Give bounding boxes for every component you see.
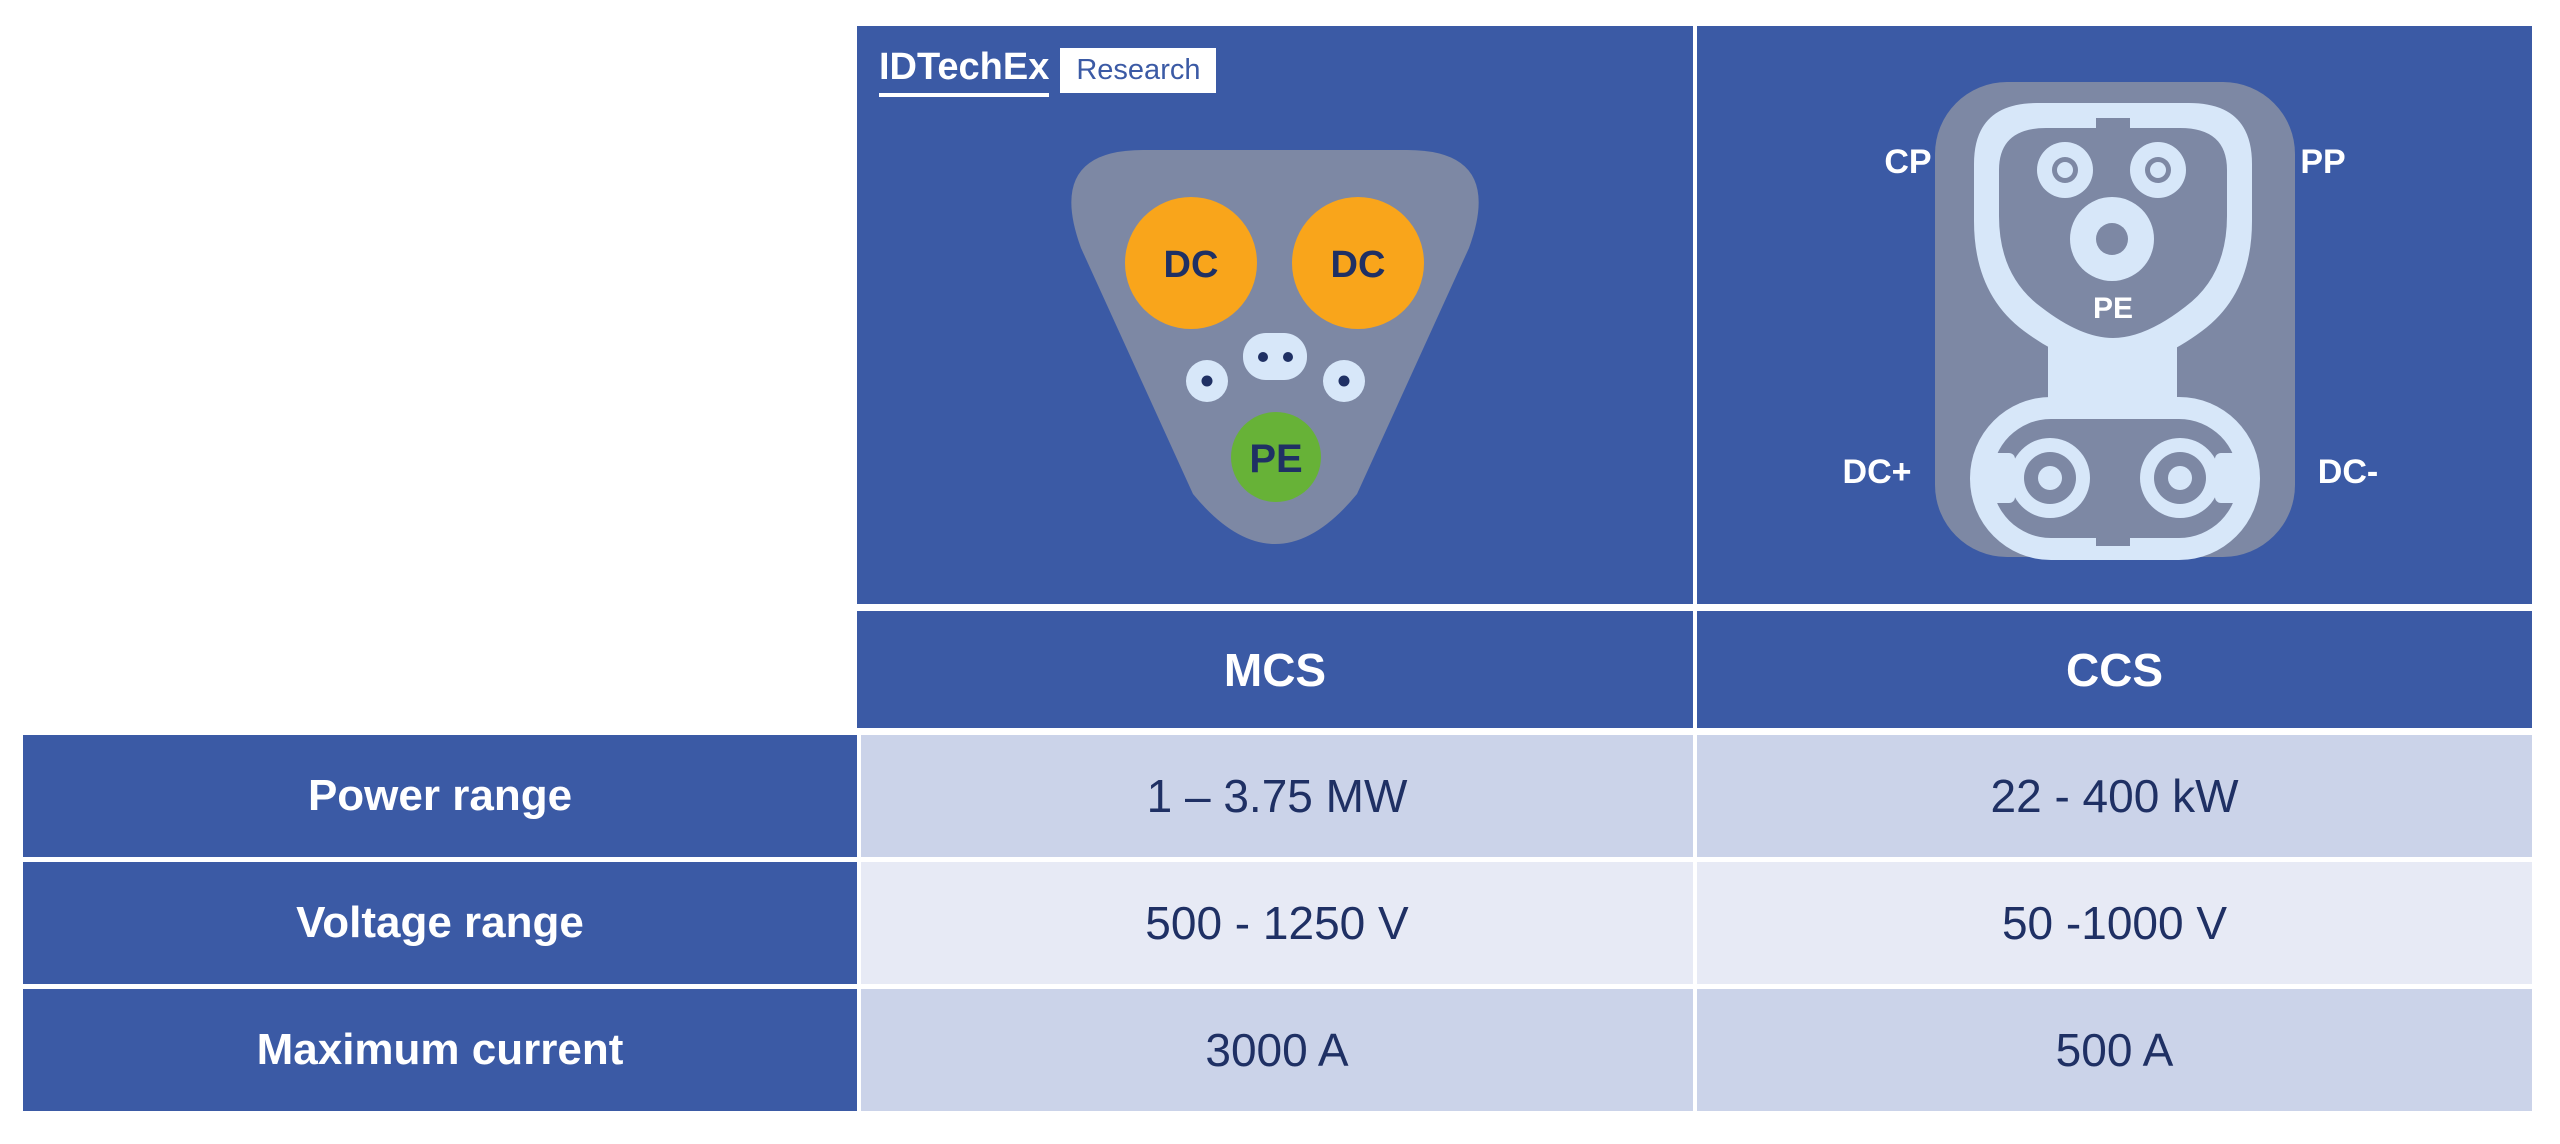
ccs-connector-diagram: PE CP PP DC+ DC- xyxy=(1843,82,2378,560)
ccs-pp-label: PP xyxy=(2300,143,2345,181)
ccs-dc-minus-label: DC- xyxy=(2318,453,2378,491)
mcs-pill-dot-right xyxy=(1283,352,1293,362)
voltage-range-ccs-value: 50 -1000 V xyxy=(1697,862,2532,984)
maximum-current-ccs-value: 500 A xyxy=(1697,989,2532,1111)
ccs-cp-label: CP xyxy=(1884,143,1931,181)
mcs-dc-left-pin xyxy=(1125,197,1257,329)
mcs-pill-dot-left xyxy=(1258,352,1268,362)
ccs-pe-label: PE xyxy=(2093,292,2133,325)
table-header-ccs: CCS xyxy=(1697,611,2532,728)
mcs-dc-right-label: DC xyxy=(1331,244,1386,286)
power-range-mcs-value: 1 – 3.75 MW xyxy=(861,735,1693,857)
maximum-current-mcs-value: 3000 A xyxy=(861,989,1693,1111)
mcs-side-pin-left-dot xyxy=(1201,375,1213,387)
row-label-power-range: Power range xyxy=(23,735,857,857)
mcs-pe-label: PE xyxy=(1249,437,1302,481)
ccs-dc-minus-core xyxy=(2168,466,2192,490)
mcs-dc-left-label: DC xyxy=(1164,244,1219,286)
power-range-ccs-value: 22 - 400 kW xyxy=(1697,735,2532,857)
idtechex-brand-text: IDTechEx xyxy=(879,48,1050,97)
row-label-maximum-current: Maximum current xyxy=(23,989,857,1111)
ccs-dc-socket-latch-right xyxy=(2215,453,2243,503)
table-header-mcs: MCS xyxy=(857,611,1693,728)
ccs-dc-socket-latch-left xyxy=(1987,453,2015,503)
ccs-pp-pin-core xyxy=(2150,162,2166,178)
idtechex-research-badge: Research xyxy=(1060,48,1217,93)
ccs-dc-plus-core xyxy=(2038,466,2062,490)
mcs-pe-pin xyxy=(1231,412,1321,502)
mcs-signal-pill xyxy=(1243,333,1307,380)
ccs-top-notch xyxy=(2096,118,2130,132)
ccs-cp-pin-core xyxy=(2057,162,2073,178)
ccs-dc-plus-label: DC+ xyxy=(1843,453,1912,491)
mcs-connector-diagram: DC DC PE xyxy=(1071,150,1479,544)
ccs-connector-panel: PE CP PP DC+ DC- xyxy=(1697,26,2532,604)
mcs-connector-panel: IDTechEx Research DC DC PE xyxy=(857,26,1693,604)
mcs-side-pin-right-dot xyxy=(1338,375,1350,387)
mcs-dc-right-pin xyxy=(1292,197,1424,329)
ccs-bottom-notch xyxy=(2096,526,2130,546)
ccs-stem xyxy=(2048,344,2177,406)
voltage-range-mcs-value: 500 - 1250 V xyxy=(861,862,1693,984)
row-label-voltage-range: Voltage range xyxy=(23,862,857,984)
ccs-pe-pin-hole xyxy=(2096,223,2128,255)
idtechex-logo: IDTechEx Research xyxy=(879,48,1217,97)
